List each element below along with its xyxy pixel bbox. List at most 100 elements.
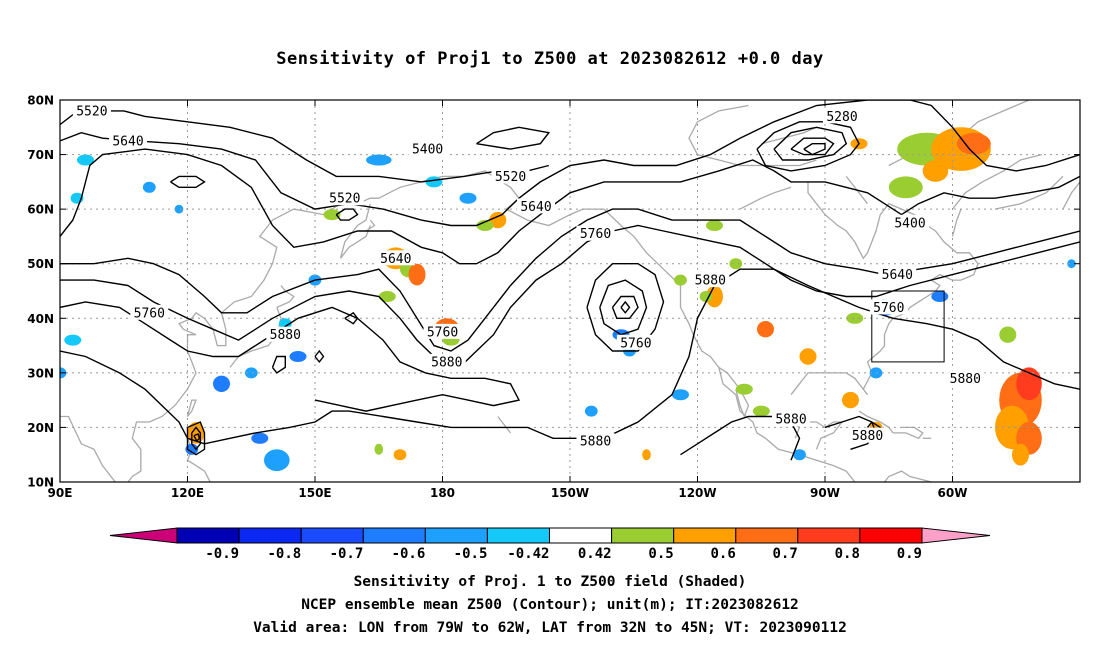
lat-label-4: 40N — [27, 312, 54, 326]
contour-label-14: 5880 — [431, 355, 462, 370]
sensitivity-blob-23 — [846, 312, 864, 324]
colorbar-swatch-7 — [611, 527, 675, 544]
sensitivity-blob-60 — [374, 443, 384, 455]
longitude-labels: 90E 120E 150E 180 150W 120W 90W 60W — [48, 486, 968, 500]
coastline-1 — [115, 170, 503, 482]
z500-contour-14 — [773, 126, 848, 161]
colorbar-label-3: -0.6 — [392, 546, 426, 562]
z500-contour-23 — [191, 426, 201, 451]
sensitivity-blob-30 — [174, 204, 184, 214]
caption-line-3: Valid area: LON from 79W to 62W, LAT fro… — [253, 620, 847, 636]
sensitivity-blob-17 — [729, 258, 743, 270]
sensitivity-blob-37 — [289, 351, 307, 362]
z500-contour-17 — [476, 126, 551, 150]
sensitivity-blob-31 — [77, 154, 94, 166]
coastline-28 — [739, 186, 792, 210]
lat-label-7: 10N — [27, 476, 54, 490]
coastline-14 — [883, 470, 933, 482]
lon-label-0: 90E — [48, 486, 73, 500]
coastline-16 — [858, 410, 894, 434]
contour-label-5: 5640 — [520, 200, 551, 215]
sensitivity-blob-40 — [213, 375, 230, 392]
coastline-0 — [60, 415, 116, 482]
z500-contour-13 — [756, 121, 860, 172]
lat-label-1: 70N — [27, 148, 54, 162]
sensitivity-blob-38 — [278, 318, 292, 330]
contour-label-bg-8 — [891, 214, 929, 230]
contour-label-bg-20 — [848, 427, 887, 443]
lat-label-2: 60N — [27, 203, 54, 217]
sensitivity-blob-14 — [459, 192, 477, 204]
z500-contour-25 — [186, 421, 206, 456]
lon-label-6: 90W — [810, 486, 840, 500]
sensitivity-blob-4 — [888, 176, 923, 199]
contour-label-7: 5280 — [826, 110, 857, 125]
map-title: Sensitivity of Proj1 to Z500 at 20230826… — [276, 49, 824, 69]
contour-label-10: 5640 — [380, 252, 411, 267]
contour-label-0: 5520 — [76, 104, 107, 119]
coastline-17 — [893, 426, 924, 440]
colorbar-label-2: -0.7 — [330, 546, 364, 562]
contour-label-8: 5400 — [894, 216, 925, 231]
colorbar-low-extend — [109, 527, 178, 544]
sensitivity-blob-15 — [706, 285, 723, 308]
sensitivity-blob-35 — [425, 176, 443, 188]
colorbar-swatch-6 — [549, 527, 613, 544]
sensitivity-blob-54 — [793, 449, 806, 461]
latitude-labels: 80N 70N 60N 50N 40N 30N 20N 10N — [27, 94, 54, 490]
contour-label-bg-21 — [576, 433, 615, 449]
sensitivity-blob-57 — [1067, 259, 1076, 269]
colorbar-label-10: 0.8 — [835, 546, 860, 562]
z500-contour-22 — [314, 349, 325, 364]
coastline-5 — [276, 285, 295, 308]
sensitivity-blob-58 — [642, 449, 651, 461]
coastline-6 — [186, 399, 197, 417]
contour-label-1: 5640 — [112, 134, 143, 149]
contour-label-bg-5 — [517, 198, 555, 214]
contour-label-13: 5760 — [427, 325, 458, 340]
sensitivity-blob-59 — [393, 449, 407, 461]
coastline-29 — [951, 208, 962, 237]
sensitivity-blob-2 — [956, 132, 991, 155]
sensitivity-blob-33 — [323, 209, 341, 221]
contour-label-bg-14 — [427, 353, 466, 369]
z500-contour-20 — [344, 311, 359, 325]
contour-labels: 5520 5640 5400 5520 5520 5640 5760 5280 5400 5640… — [72, 102, 985, 450]
colorbar-swatch-8 — [673, 527, 737, 544]
sensitivity-blob-46 — [584, 405, 598, 417]
z500-contour-1 — [60, 100, 1080, 227]
colorbar-label-1: -0.8 — [267, 546, 301, 562]
contour-label-18: 5880 — [950, 372, 981, 387]
colorbar-label-5: -0.42 — [507, 546, 549, 562]
sensitivity-blob-16 — [699, 291, 713, 302]
valid-area-box — [871, 290, 945, 363]
contour-label-15: 5760 — [620, 336, 651, 351]
contour-label-16: 5880 — [695, 274, 726, 289]
z500-contour-3 — [60, 208, 1080, 352]
sensitivity-blob-62 — [64, 334, 82, 346]
sensitivity-blob-32 — [142, 181, 156, 193]
sensitivity-blob-3 — [922, 160, 949, 182]
sensitivity-blob-51 — [706, 220, 723, 231]
contour-label-bg-1 — [109, 132, 147, 148]
sensitivity-blob-36 — [378, 291, 396, 302]
map-plot-area — [60, 100, 1080, 482]
contour-label-bg-3 — [325, 190, 364, 206]
contour-label-bg-15 — [616, 334, 655, 350]
z500-contour-4 — [60, 224, 1080, 369]
contour-label-12: 5880 — [270, 328, 301, 343]
contour-label-21: 5880 — [580, 435, 611, 450]
contour-label-3: 5520 — [329, 192, 360, 207]
coastline-27 — [994, 175, 1064, 210]
lat-label-3: 50N — [27, 257, 54, 271]
colorbar-label-4: -0.5 — [454, 546, 488, 562]
coastline-15 — [790, 181, 979, 396]
colorbar-label-9: 0.7 — [773, 546, 798, 562]
lon-label-4: 150W — [551, 486, 589, 500]
sensitivity-blob-34 — [366, 154, 392, 166]
lon-label-3: 180 — [430, 486, 455, 500]
sensitivity-blob-56 — [931, 291, 949, 302]
lon-label-1: 120E — [171, 486, 204, 500]
colorbar-swatch-11 — [859, 527, 923, 544]
